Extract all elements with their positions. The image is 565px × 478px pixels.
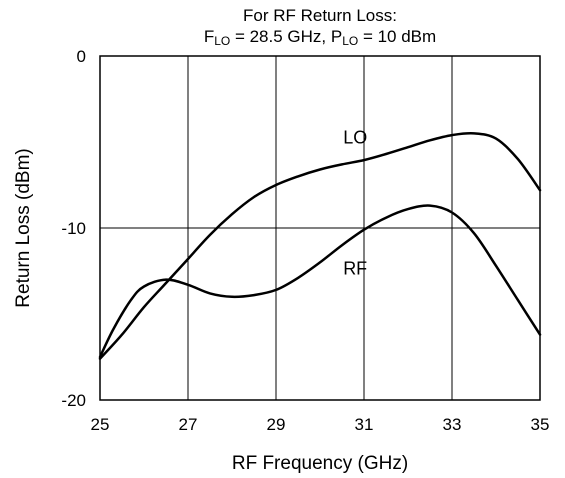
y-tick-label-2: -20 [61, 391, 86, 410]
p-lo-subscript: LO [342, 34, 359, 48]
x-tick-label-5: 35 [531, 415, 550, 434]
chart-title-line1: For RF Return Loss: [243, 6, 397, 25]
x-tick-label-4: 33 [443, 415, 462, 434]
tick-labels: 25 27 29 31 33 35 0 -10 -20 [61, 47, 549, 434]
f-lo-value: = 28.5 GHz, [230, 27, 331, 46]
series-label-rf: RF [343, 258, 367, 278]
f-lo-subscript: LO [214, 34, 231, 48]
plot-frame [99, 55, 541, 401]
x-tick-label-3: 31 [355, 415, 374, 434]
chart-title-line2: FLO = 28.5 GHz, PLO = 10 dBm [100, 27, 540, 47]
y-axis-label: Return Loss (dBm) [13, 148, 34, 307]
y-tick-label-0: 0 [77, 47, 86, 66]
series-line-lo [98, 132, 542, 360]
grid [100, 56, 540, 400]
series-line-rf [98, 204, 542, 359]
x-tick-label-2: 29 [267, 415, 286, 434]
series-group: LO RF [98, 128, 542, 360]
p-lo-symbol: P [330, 27, 343, 46]
x-axis-label: RF Frequency (GHz) [232, 453, 408, 474]
x-tick-label-0: 25 [91, 415, 110, 434]
x-tick-label-1: 27 [179, 415, 198, 434]
f-lo-symbol: F [203, 27, 215, 46]
y-tick-label-1: -10 [61, 219, 86, 238]
series-label-lo: LO [343, 128, 367, 148]
p-lo-value: = 10 dBm [358, 27, 437, 46]
